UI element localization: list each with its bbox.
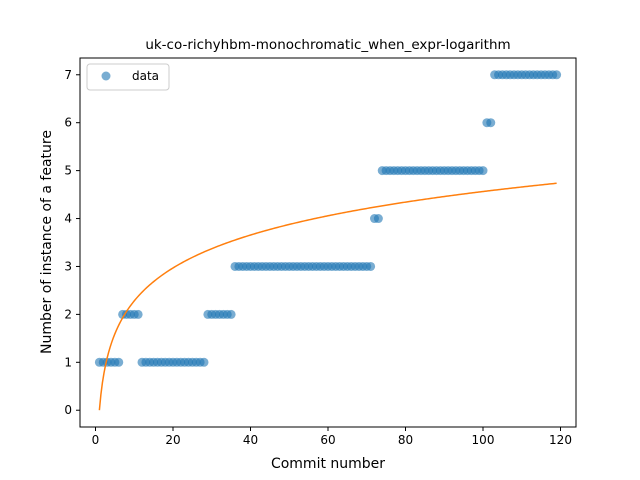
plot-area: 0 20 40 60 80 100 120 0 1 2 3 4 5 6 7 xyxy=(64,57,577,447)
data-point xyxy=(133,309,143,319)
x-axis-ticks: 0 20 40 60 80 100 120 xyxy=(92,427,572,447)
legend-box xyxy=(86,63,170,91)
y-tick-label: 6 xyxy=(64,116,72,130)
y-axis-ticks: 0 1 2 3 4 5 6 7 xyxy=(64,68,80,417)
x-tick-label: 120 xyxy=(549,433,572,447)
x-tick-label: 80 xyxy=(398,433,413,447)
y-tick-label: 5 xyxy=(64,164,72,178)
data-point xyxy=(486,118,496,128)
x-tick-label: 0 xyxy=(92,433,100,447)
x-axis-label: Commit number xyxy=(271,456,385,472)
y-tick-label: 0 xyxy=(64,403,72,417)
y-axis-label: Number of instance of a feature xyxy=(39,130,55,354)
y-tick-label: 2 xyxy=(64,307,72,321)
data-point xyxy=(552,70,562,80)
data-series-points xyxy=(94,70,562,367)
y-tick-label: 4 xyxy=(64,212,72,226)
x-tick-label: 40 xyxy=(243,433,258,447)
x-tick-label: 60 xyxy=(320,433,335,447)
legend: data xyxy=(86,63,170,91)
data-point xyxy=(478,166,488,176)
y-tick-label: 3 xyxy=(64,259,72,273)
legend-marker-data xyxy=(101,71,111,81)
fit-curve-line xyxy=(98,182,557,411)
data-point xyxy=(199,357,209,367)
data-point xyxy=(114,357,124,367)
chart-title: uk-co-richyhbm-monochromatic_when_expr-l… xyxy=(145,37,510,53)
data-point xyxy=(373,214,383,224)
y-tick-label: 1 xyxy=(64,355,72,369)
data-point xyxy=(226,309,236,319)
x-tick-label: 20 xyxy=(165,433,180,447)
legend-label-data: data xyxy=(132,69,159,83)
data-point xyxy=(366,261,376,271)
y-tick-label: 7 xyxy=(64,68,72,82)
x-tick-label: 100 xyxy=(472,433,495,447)
